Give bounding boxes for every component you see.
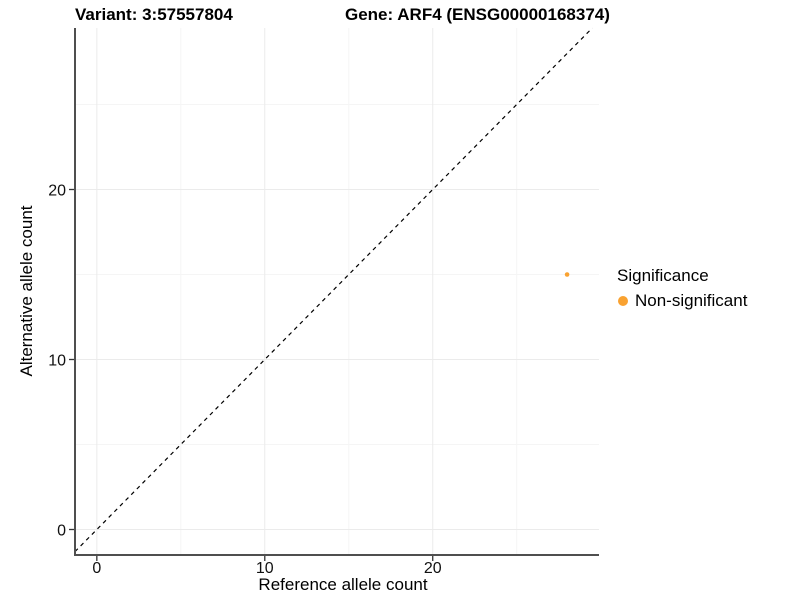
y-tick-label: 0 xyxy=(57,523,66,540)
y-axis-label: Alternative allele count xyxy=(17,205,36,377)
legend: Significance Non-significant xyxy=(617,266,747,311)
variant-title: Variant: 3:57557804 xyxy=(75,5,233,24)
legend-dot-icon xyxy=(618,296,628,306)
legend-item-label: Non-significant xyxy=(635,291,748,310)
y-tick-label: 10 xyxy=(48,353,66,370)
x-axis-label: Reference allele count xyxy=(258,575,428,594)
legend-title: Significance xyxy=(617,266,709,285)
x-tick-label: 0 xyxy=(92,560,101,577)
identity-line xyxy=(74,27,593,553)
gene-title: Gene: ARF4 (ENSG00000168374) xyxy=(345,5,610,24)
data-point xyxy=(564,272,570,277)
y-tick-label: 20 xyxy=(48,183,66,200)
legend-item-non-significant: Non-significant xyxy=(617,291,747,311)
x-tick-label: 20 xyxy=(424,560,442,577)
x-tick-label: 10 xyxy=(256,560,274,577)
